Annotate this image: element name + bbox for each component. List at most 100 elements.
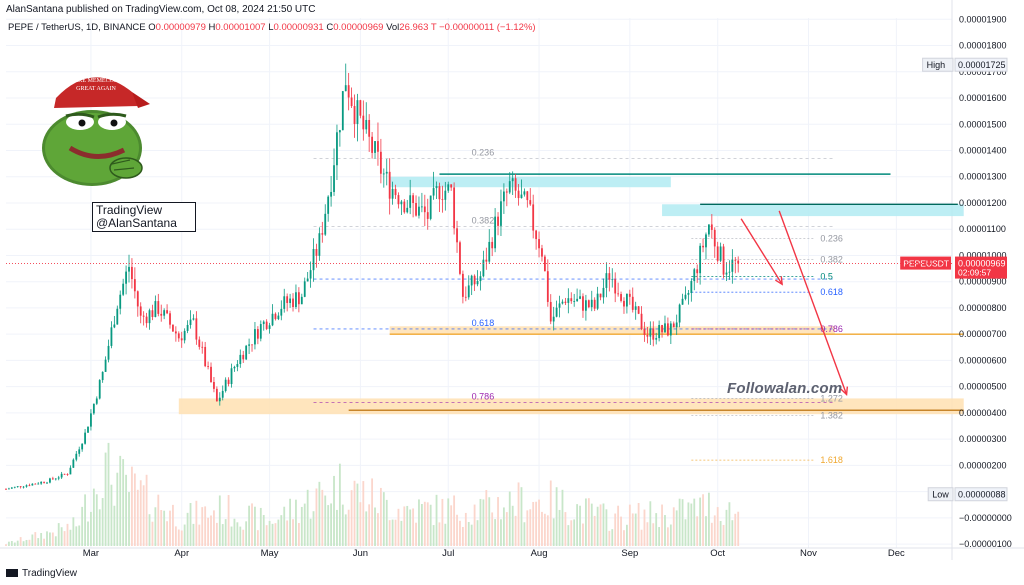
chart-grid xyxy=(0,0,1024,560)
footer-logo[interactable]: TradingView xyxy=(6,568,77,579)
candle-body xyxy=(344,85,347,92)
candle-body xyxy=(538,239,540,249)
candle-body xyxy=(359,100,362,116)
candle-body xyxy=(690,281,693,293)
candle-body xyxy=(13,486,16,488)
candle-body xyxy=(708,224,710,235)
volume-bar xyxy=(678,498,681,546)
candle-body xyxy=(198,339,201,347)
volume-bar xyxy=(473,504,476,546)
tradingview-logo-icon xyxy=(6,569,18,577)
middle-support-zone xyxy=(389,326,835,335)
candle-body xyxy=(713,229,716,247)
volume-bar xyxy=(57,523,60,546)
candle-body xyxy=(227,379,230,385)
volume-bar xyxy=(95,494,98,546)
volume-bar xyxy=(552,518,555,546)
candle-body xyxy=(37,483,40,485)
y-tick-label: 0.00000500 xyxy=(959,382,1007,392)
volume-bar xyxy=(655,513,658,546)
symbol-name[interactable]: PEPE / TetherUS, 1D, BINANCE xyxy=(8,22,146,33)
candle-body xyxy=(248,344,250,346)
volume-bar xyxy=(602,503,605,546)
candle-body xyxy=(728,271,731,273)
volume-bar xyxy=(75,526,78,546)
volume-bar xyxy=(538,499,540,546)
volume-bar xyxy=(16,540,19,546)
volume-bar xyxy=(172,504,174,546)
volume-bar xyxy=(561,489,564,546)
candle-body xyxy=(142,315,145,317)
volume-bar xyxy=(110,484,113,546)
volume-bar xyxy=(728,502,731,546)
candle-body xyxy=(43,481,45,483)
volume-bar xyxy=(280,515,283,546)
candle-body xyxy=(561,301,564,304)
long-arrow xyxy=(778,210,848,395)
volume-bar xyxy=(151,521,154,546)
volume-bar xyxy=(51,532,54,546)
candle-body xyxy=(72,459,75,468)
volume-bar xyxy=(459,520,461,546)
candle-body xyxy=(31,483,34,486)
candle-body xyxy=(593,299,596,309)
candle-body xyxy=(675,322,678,328)
short-arrow xyxy=(740,218,783,285)
volume-bar xyxy=(43,538,45,546)
y-tick-label: 0.00001200 xyxy=(959,198,1007,208)
candle-body xyxy=(526,191,529,201)
volume-bar xyxy=(201,507,204,546)
svg-text:GREAT AGAIN: GREAT AGAIN xyxy=(76,86,116,92)
candle-body xyxy=(535,230,538,240)
volume-bar xyxy=(198,524,201,546)
y-tick-label: 0.00001300 xyxy=(959,172,1007,182)
long-arrow-head xyxy=(840,386,849,397)
volume-bar xyxy=(734,513,737,546)
volume-bar xyxy=(640,529,643,546)
candle-body xyxy=(148,310,151,324)
candle-body xyxy=(274,313,277,320)
candle-body xyxy=(233,366,236,369)
volume-bar xyxy=(543,513,546,546)
candle-body xyxy=(69,467,72,475)
candle-body xyxy=(669,323,672,336)
x-tick-label: May xyxy=(261,548,279,559)
volume-bar xyxy=(336,509,338,546)
candle-body xyxy=(614,279,617,294)
volume-bar xyxy=(535,501,538,546)
candle-body xyxy=(605,273,608,288)
candle-body xyxy=(368,119,371,137)
volume-bar xyxy=(617,505,620,546)
volume-bar xyxy=(470,524,473,546)
candle-body xyxy=(8,488,10,490)
y-tick-label: 0.00000400 xyxy=(959,408,1007,418)
candle-body xyxy=(306,278,309,282)
volume-bar xyxy=(716,507,719,546)
candle-body xyxy=(338,130,341,133)
candle-body xyxy=(213,382,215,389)
volume-bar xyxy=(297,522,300,546)
volume-bar xyxy=(500,519,502,546)
candle-body xyxy=(479,276,482,282)
candle-body xyxy=(119,294,122,309)
high-value: 0.00001007 xyxy=(215,22,266,33)
x-axis[interactable]: Mar Apr May Jun Jul Aug Sep Oct Nov Dec xyxy=(83,548,905,559)
volume-bar xyxy=(113,505,116,546)
candle-body xyxy=(461,273,464,297)
candle-body xyxy=(543,256,546,272)
volume-bar xyxy=(623,530,625,546)
candle-body xyxy=(377,141,379,152)
volume-bar xyxy=(549,480,552,546)
y-axis[interactable]: 0.00001900 0.00001800 0.00001700 0.00001600… xyxy=(959,14,1012,549)
candle-body xyxy=(710,224,713,230)
candle-body xyxy=(5,488,7,490)
candle-body xyxy=(564,301,567,303)
volume-bar xyxy=(505,512,508,546)
candle-body xyxy=(374,141,376,153)
candle-body xyxy=(623,300,625,307)
candle-body xyxy=(505,191,508,193)
volume-bar xyxy=(5,544,7,546)
volume-bar xyxy=(447,498,450,546)
volume-bar xyxy=(696,516,699,546)
